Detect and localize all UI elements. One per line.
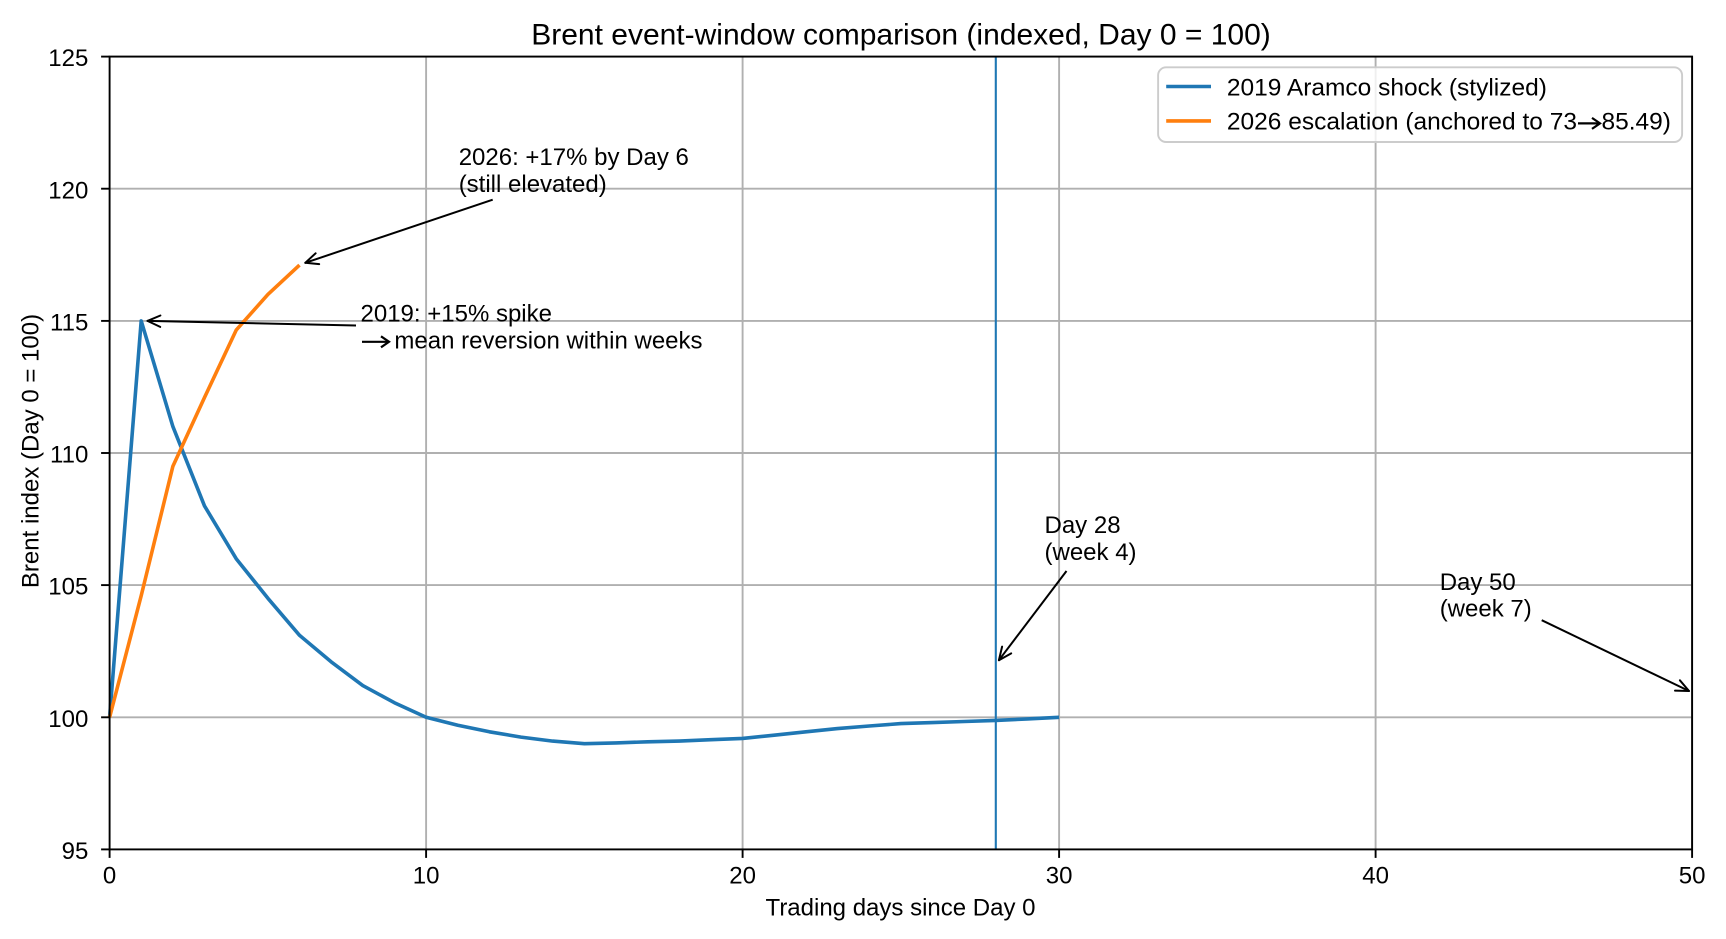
svg-text:105: 105: [48, 574, 88, 601]
svg-text:Day 28: Day 28: [1045, 512, 1121, 539]
svg-text:95: 95: [62, 838, 89, 865]
svg-text:125: 125: [48, 45, 88, 72]
svg-text:85.49): 85.49): [1602, 109, 1671, 136]
svg-text:mean reversion within weeks: mean reversion within weeks: [394, 328, 702, 355]
svg-text:120: 120: [48, 177, 88, 204]
svg-text:2026 escalation (anchored to 7: 2026 escalation (anchored to 73: [1227, 109, 1577, 136]
svg-text:(week 4): (week 4): [1045, 539, 1137, 566]
svg-text:(still elevated): (still elevated): [459, 171, 607, 198]
svg-text:2019: +15% spike: 2019: +15% spike: [361, 301, 552, 328]
svg-text:10: 10: [413, 862, 440, 889]
svg-text:20: 20: [729, 862, 756, 889]
svg-text:(week 7): (week 7): [1440, 596, 1532, 623]
svg-text:40: 40: [1362, 862, 1389, 889]
svg-text:30: 30: [1046, 862, 1073, 889]
svg-text:2026: +17% by Day 6: 2026: +17% by Day 6: [459, 144, 689, 171]
svg-text:Trading days since Day 0: Trading days since Day 0: [766, 895, 1036, 922]
svg-text:Brent event-window comparison: Brent event-window comparison (indexed, …: [531, 19, 1271, 52]
svg-text:Brent index (Day 0 = 100): Brent index (Day 0 = 100): [18, 314, 45, 588]
svg-text:0: 0: [103, 862, 116, 889]
svg-text:110: 110: [50, 442, 88, 469]
svg-text:Day 50: Day 50: [1440, 569, 1516, 596]
svg-text:115: 115: [50, 310, 88, 337]
svg-text:100: 100: [48, 706, 88, 733]
svg-text:2019 Aramco shock (stylized): 2019 Aramco shock (stylized): [1227, 74, 1547, 101]
svg-text:50: 50: [1679, 862, 1706, 889]
